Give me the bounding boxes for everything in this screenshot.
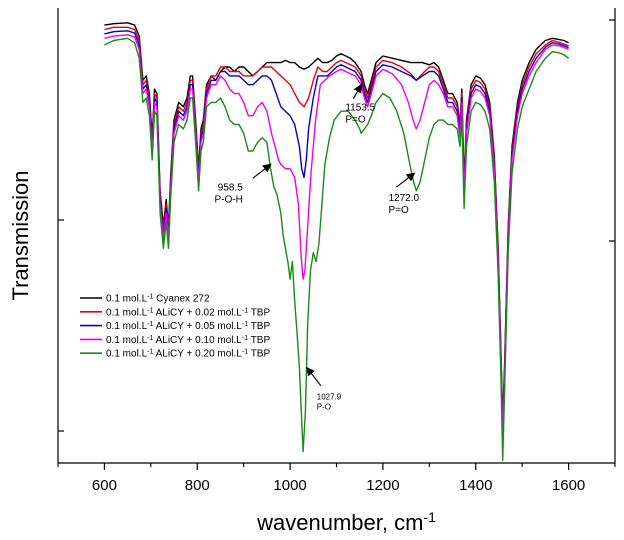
y-axis-title: Transmission [8, 171, 33, 301]
annotation-label-1: 958.5 [218, 182, 243, 193]
x-tick-label: 1200 [366, 477, 399, 494]
legend-label-3: 0.1 mol.L-1 ALiCY + 0.05 mol.L-1 TBP [106, 321, 270, 333]
annotation-label-2: P-O [317, 403, 331, 412]
annotation-label-3: 1153.5 [345, 103, 375, 114]
x-tick-label: 1000 [273, 477, 306, 494]
x-axis-title: wavenumber, cm-1 [256, 509, 436, 535]
annotation-arrow-3 [352, 83, 362, 99]
legend-label-2: 0.1 mol.L-1 ALiCY + 0.02 mol.L-1 TBP [106, 307, 270, 319]
annotation-label-4: 1272.0 [388, 193, 419, 204]
annotation-label-2: 1027.9 [317, 393, 342, 402]
annotation-arrow-1 [252, 163, 272, 179]
annotation-arrow-2 [306, 366, 322, 386]
legend-label-5: 0.1 mol.L-1 ALiCY + 0.20 mol.L-1 TBP [106, 348, 270, 360]
x-tick-label: 800 [185, 477, 210, 494]
annotation-label-1: P-O-H [214, 194, 242, 205]
series-line-3 [104, 30, 569, 431]
series-line-1 [104, 22, 569, 422]
series-line-5 [104, 37, 570, 462]
legend-label-1: 0.1 mol.L-1 Cyanex 272 [106, 293, 210, 305]
x-tick-label: 1600 [552, 477, 585, 494]
x-tick-label: 600 [92, 477, 117, 494]
legend-label-4: 0.1 mol.L-1 ALiCY + 0.10 mol.L-1 TBP [106, 334, 270, 346]
legend: 0.1 mol.L-1 Cyanex 272 0.1 mol.L-1 ALiCY … [80, 293, 270, 360]
annotation-label-4: P=O [388, 205, 409, 216]
axes: 600 800 1000 1200 1400 1600 [57, 8, 616, 494]
series-line-4 [104, 34, 569, 435]
x-tick-label: 1400 [459, 477, 492, 494]
annotation-arrow-4 [396, 172, 416, 188]
series-line-2 [104, 26, 569, 426]
annotation-label-3: P=O [345, 115, 366, 126]
plot-lines [104, 22, 570, 462]
